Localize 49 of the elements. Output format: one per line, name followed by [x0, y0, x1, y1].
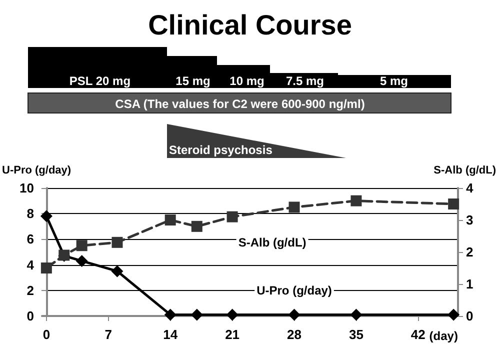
x-tick-label: 0 — [42, 327, 50, 342]
point — [164, 308, 176, 321]
point — [164, 214, 176, 226]
y-tick-label: 10 — [20, 180, 34, 196]
text: 10 mg — [230, 74, 264, 88]
point — [226, 308, 238, 321]
y2-axis-title: S-Alb (g/dL) — [434, 164, 496, 176]
point — [76, 240, 88, 252]
text: 7.5 mg — [286, 74, 324, 88]
x-tick-label: 28 — [287, 327, 302, 342]
point — [288, 202, 300, 213]
point — [190, 308, 203, 321]
y-tick-label: 2 — [26, 282, 34, 298]
text: 5 mg — [380, 74, 408, 88]
point — [350, 308, 362, 321]
text: PSL 20 mg — [69, 74, 131, 88]
chart-title: Clinical Course — [148, 10, 352, 40]
y2-tick-label: 0 — [466, 308, 474, 324]
x-tick-label: 21 — [225, 327, 240, 342]
point — [76, 254, 88, 267]
point — [288, 308, 300, 321]
point — [448, 308, 460, 321]
y-tick-label: 4 — [26, 257, 35, 272]
y2-tick-label: 2 — [466, 244, 474, 260]
text: CSA (The values for C2 were 600-900 ng/ml) — [115, 97, 365, 111]
point — [350, 195, 362, 206]
y2-tick-label: 4 — [466, 180, 474, 196]
x-tick-label: 7 — [104, 327, 112, 342]
text: 15 mg — [176, 74, 210, 88]
point — [111, 265, 124, 278]
y2-tick-label: 1 — [466, 276, 474, 292]
x-tick-label: 14 — [163, 327, 178, 342]
series-label: S-Alb (g/dL) — [238, 235, 306, 250]
x-tick-label: 42 — [410, 327, 426, 342]
point — [191, 220, 202, 232]
text: Steroid psychosis — [169, 143, 273, 157]
y-tick-label: 0 — [26, 308, 34, 324]
x-tick-label: 35 — [348, 327, 364, 342]
point — [226, 211, 238, 222]
point — [40, 210, 52, 222]
y-tick-label: 8 — [26, 206, 34, 222]
series-label: U-Pro (g/day) — [256, 284, 332, 298]
x-axis-title: (day) — [429, 329, 458, 343]
point — [448, 198, 460, 210]
y2-tick-label: 3 — [466, 212, 474, 228]
y-tick-label: 6 — [26, 232, 34, 247]
y-axis-title: U-Pro (g/day) — [2, 164, 72, 176]
point — [40, 262, 52, 274]
point — [112, 236, 123, 248]
